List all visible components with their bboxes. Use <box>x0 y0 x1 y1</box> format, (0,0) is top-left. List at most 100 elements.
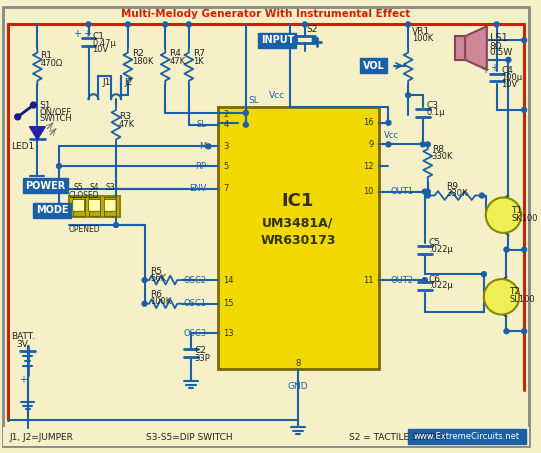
Text: R1: R1 <box>41 51 52 60</box>
Circle shape <box>302 22 307 27</box>
Circle shape <box>425 142 430 147</box>
Text: +: + <box>72 29 81 39</box>
Circle shape <box>486 198 521 233</box>
FancyBboxPatch shape <box>456 36 465 60</box>
Text: T1: T1 <box>511 206 523 215</box>
Text: 0.47μ: 0.47μ <box>93 39 116 48</box>
Circle shape <box>386 142 391 147</box>
FancyBboxPatch shape <box>73 199 84 211</box>
Text: 330K: 330K <box>446 189 468 198</box>
FancyBboxPatch shape <box>104 197 116 216</box>
FancyBboxPatch shape <box>89 199 100 211</box>
Text: C2: C2 <box>195 347 207 356</box>
Text: SWITCH: SWITCH <box>39 114 72 123</box>
Text: OUT2: OUT2 <box>391 275 413 284</box>
Circle shape <box>506 58 511 62</box>
Text: ON/OFF: ON/OFF <box>39 107 71 116</box>
Text: VOL: VOL <box>363 61 385 71</box>
Text: 2: 2 <box>223 111 228 120</box>
Circle shape <box>504 247 509 252</box>
Text: S4: S4 <box>90 183 99 192</box>
Circle shape <box>57 186 62 191</box>
Text: OSC2: OSC2 <box>183 275 207 284</box>
Circle shape <box>86 22 91 27</box>
Text: GND: GND <box>288 382 308 391</box>
Circle shape <box>186 22 192 27</box>
FancyBboxPatch shape <box>219 107 379 369</box>
Text: J1, J2=JUMPER: J1, J2=JUMPER <box>10 433 74 442</box>
Polygon shape <box>30 127 45 140</box>
Circle shape <box>243 111 248 116</box>
Circle shape <box>420 142 425 147</box>
Circle shape <box>494 22 499 27</box>
Text: C6: C6 <box>429 275 441 284</box>
Text: CLOSED: CLOSED <box>69 191 100 200</box>
Circle shape <box>522 38 526 43</box>
Text: 10: 10 <box>363 187 374 196</box>
Text: Multi-Melody Generator With Instrumental Effect: Multi-Melody Generator With Instrumental… <box>121 9 410 19</box>
Text: 8: 8 <box>295 359 301 368</box>
Circle shape <box>312 38 317 43</box>
Text: +: + <box>18 376 27 386</box>
Text: R6: R6 <box>150 290 162 299</box>
Circle shape <box>406 22 411 27</box>
Text: 14: 14 <box>223 275 234 284</box>
Circle shape <box>481 272 486 277</box>
Text: C1: C1 <box>93 32 104 41</box>
Text: SK100: SK100 <box>511 214 538 222</box>
Text: +: + <box>481 65 489 75</box>
Text: S3: S3 <box>105 183 115 192</box>
Text: 100K: 100K <box>150 297 171 306</box>
Circle shape <box>243 122 248 127</box>
Text: C4: C4 <box>502 66 513 75</box>
Circle shape <box>142 278 147 283</box>
Circle shape <box>114 222 118 227</box>
Text: J2: J2 <box>125 78 133 87</box>
Text: R2: R2 <box>132 49 144 58</box>
FancyBboxPatch shape <box>89 197 100 216</box>
Text: OPENED: OPENED <box>69 226 101 235</box>
Circle shape <box>479 193 484 198</box>
Text: 4: 4 <box>223 120 228 129</box>
Text: 47K: 47K <box>169 57 185 66</box>
Text: IC1: IC1 <box>282 193 314 211</box>
Text: S2 = TACTILE SWITCH: S2 = TACTILE SWITCH <box>349 433 447 442</box>
Text: +: + <box>83 29 90 39</box>
Text: 10V: 10V <box>502 80 518 89</box>
FancyBboxPatch shape <box>3 427 529 446</box>
Text: .022μ: .022μ <box>429 281 452 290</box>
Text: 10V: 10V <box>93 45 109 54</box>
Text: 47K: 47K <box>119 120 135 129</box>
Text: C5: C5 <box>429 238 441 247</box>
Circle shape <box>163 22 168 27</box>
Text: ENV: ENV <box>189 184 207 193</box>
Text: R7: R7 <box>193 49 204 58</box>
Text: M: M <box>199 142 207 151</box>
Text: 3: 3 <box>223 142 229 151</box>
Text: RP: RP <box>195 162 207 170</box>
Text: POWER: POWER <box>25 181 65 191</box>
Text: .022μ: .022μ <box>429 245 452 254</box>
FancyBboxPatch shape <box>69 196 120 217</box>
Text: S5: S5 <box>74 183 83 192</box>
Circle shape <box>425 189 430 194</box>
Circle shape <box>423 278 427 283</box>
Circle shape <box>423 189 427 194</box>
Circle shape <box>206 144 211 149</box>
Text: S2: S2 <box>307 25 318 34</box>
Text: 11: 11 <box>363 275 374 284</box>
Text: 330K: 330K <box>432 152 453 161</box>
FancyBboxPatch shape <box>3 7 529 446</box>
Text: 180K: 180K <box>132 57 153 66</box>
Text: R3: R3 <box>119 112 131 121</box>
Text: 33P: 33P <box>195 354 210 363</box>
Text: 15: 15 <box>223 299 234 308</box>
Circle shape <box>425 193 430 198</box>
Text: R9: R9 <box>446 182 458 191</box>
Circle shape <box>484 279 519 314</box>
Text: S1: S1 <box>39 101 51 110</box>
Text: 13: 13 <box>223 329 234 337</box>
Circle shape <box>522 329 526 334</box>
FancyBboxPatch shape <box>408 429 526 444</box>
FancyBboxPatch shape <box>104 199 116 211</box>
